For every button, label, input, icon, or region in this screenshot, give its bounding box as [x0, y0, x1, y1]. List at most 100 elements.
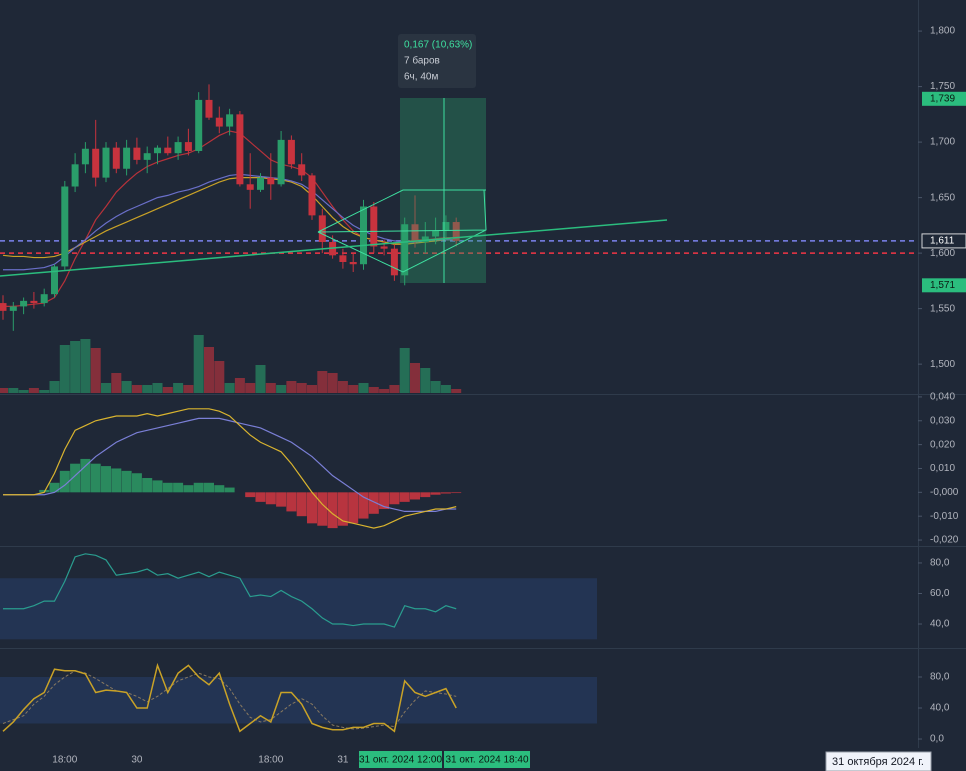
macd-histogram-bar [348, 492, 359, 524]
candle-body [30, 300, 38, 304]
indicator-line [3, 553, 457, 628]
volume-bar [389, 385, 400, 393]
price-badge [921, 233, 966, 249]
macd-histogram-bar [204, 482, 214, 493]
candle-body [442, 222, 450, 231]
measure-text: 7 баров [404, 55, 440, 67]
candle-body [112, 147, 120, 169]
macd-histogram-bar [59, 470, 70, 493]
y-tick-label: 0,030 [930, 415, 955, 426]
y-tick-label: 1,600 [930, 248, 955, 259]
y-tick-label: 80,0 [930, 672, 950, 683]
volume-bar [348, 385, 359, 393]
candle-body [20, 300, 28, 307]
volume-bar [59, 345, 70, 393]
candle-body [92, 148, 100, 178]
volume-bar [214, 361, 225, 393]
y-tick-label: 0,0 [930, 734, 944, 745]
candle-body [432, 230, 440, 237]
measure-text: 0,167 (10,63%) [404, 40, 472, 51]
volume-bar [173, 383, 184, 393]
price-badge-label: 1,611 [930, 236, 955, 247]
volume-bar [420, 368, 431, 393]
candle-body [40, 294, 48, 304]
candle-body [215, 117, 223, 127]
macd-histogram-bar [296, 492, 307, 517]
trend-line [0, 219, 668, 277]
candle-body [246, 184, 254, 190]
macd-histogram-bar [265, 492, 276, 505]
volume-bar [368, 387, 379, 393]
macd-histogram-bar [193, 482, 204, 493]
rsi-band [0, 578, 597, 640]
macd-histogram-bar [173, 482, 184, 493]
macd-histogram-bar [307, 492, 317, 524]
candle-body [123, 147, 131, 169]
candle-body [143, 153, 151, 160]
macd-histogram-bar [410, 492, 420, 500]
volume-bar [80, 339, 91, 393]
volume-bar [358, 383, 369, 393]
indicator-line [3, 417, 457, 513]
date-label: 31 октября 2024 г. [832, 756, 924, 768]
volume-bar [327, 373, 338, 393]
volume-bar [379, 389, 390, 393]
volume-bar [245, 383, 256, 393]
candle-body [370, 206, 378, 247]
price-badge-label: 1,739 [930, 93, 955, 104]
volume-bar [162, 387, 173, 393]
macd-histogram-bar [358, 492, 369, 519]
y-tick-label: 60,0 [930, 588, 950, 599]
y-tick-label: -0,010 [930, 511, 959, 522]
crosshair-time-box [444, 751, 530, 768]
candle-body [71, 164, 79, 187]
candle-body [164, 147, 172, 154]
macd-histogram-bar [245, 492, 256, 498]
macd-histogram-bar [379, 492, 390, 510]
macd-histogram-bar [368, 492, 379, 514]
candle-body [421, 236, 429, 243]
macd-histogram-bar [389, 492, 400, 505]
macd-histogram-bar [224, 487, 235, 493]
volume-bar [183, 385, 194, 393]
volume-bar [430, 381, 441, 393]
crosshair-time-label: 31 окт. 2024 18:40 [445, 755, 528, 766]
candle-body [411, 224, 419, 243]
macd-histogram-bar [327, 492, 338, 529]
macd-histogram-bar [111, 468, 122, 493]
candle-body [154, 147, 161, 154]
volume-bar [111, 373, 122, 393]
volume-bar [0, 388, 8, 393]
candle-body [133, 147, 141, 160]
macd-histogram-bar [286, 492, 297, 512]
candle-body [339, 255, 347, 262]
volume-bar [101, 383, 111, 393]
candle-body [390, 248, 398, 276]
volume-bar [193, 335, 204, 393]
pattern-drawing [317, 189, 487, 273]
measure-tooltip [398, 34, 476, 88]
macd-histogram-bar [80, 458, 91, 493]
volume-bar [70, 341, 81, 393]
macd-histogram-bar [183, 485, 194, 493]
volume-bar [224, 383, 235, 393]
volume-bar [18, 390, 29, 393]
macd-histogram-bar [420, 492, 431, 498]
volume-bar [337, 381, 348, 393]
volume-bar [131, 385, 142, 393]
candle-body [9, 306, 17, 311]
macd-histogram-bar [276, 492, 287, 507]
price-badge [922, 278, 966, 293]
candle-body [360, 206, 367, 265]
y-tick-label: -0,020 [930, 535, 959, 546]
macd-histogram-bar [121, 470, 132, 493]
macd-histogram-bar [142, 478, 153, 493]
candle-body [277, 139, 285, 185]
measure-text: 6ч, 40м [404, 72, 438, 83]
y-tick-label: 40,0 [930, 619, 950, 630]
candle-body [318, 215, 326, 243]
volume-bar [296, 383, 307, 393]
volume-bar [90, 348, 101, 393]
